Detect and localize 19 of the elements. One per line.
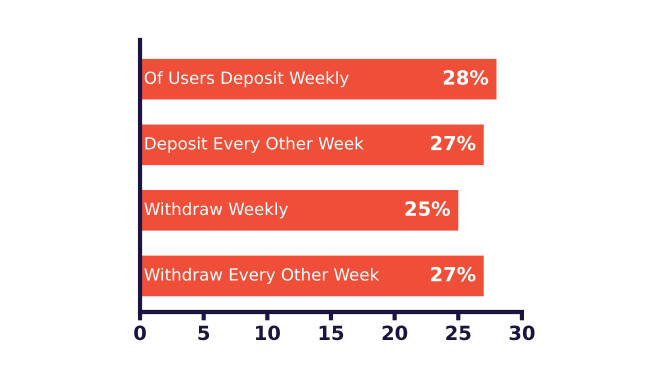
y-tick-label: Withdraw Every Other Week xyxy=(144,268,380,284)
y-tick-label: Of Users Deposit Weekly xyxy=(144,71,349,88)
data-label: 27% xyxy=(431,136,476,150)
x-tick-label: 10 xyxy=(256,326,280,340)
data-label: 25% xyxy=(406,201,450,216)
x-tick-label: 0 xyxy=(134,326,146,340)
data-label: 27% xyxy=(431,266,476,282)
y-tick-label: Deposit Every Other Week xyxy=(145,136,364,153)
bar xyxy=(140,256,484,296)
x-tick-label: 20 xyxy=(382,326,408,340)
bar xyxy=(140,190,458,231)
x-tick-label: 5 xyxy=(198,326,210,340)
y-tick-label: Withdraw Weekly xyxy=(144,202,288,218)
x-tick-label: 30 xyxy=(510,326,535,340)
x-tick-label: 25 xyxy=(446,326,470,340)
bar xyxy=(140,58,496,100)
data-label: 28% xyxy=(444,70,488,85)
bar xyxy=(140,124,484,166)
x-tick-label: 15 xyxy=(320,326,344,340)
